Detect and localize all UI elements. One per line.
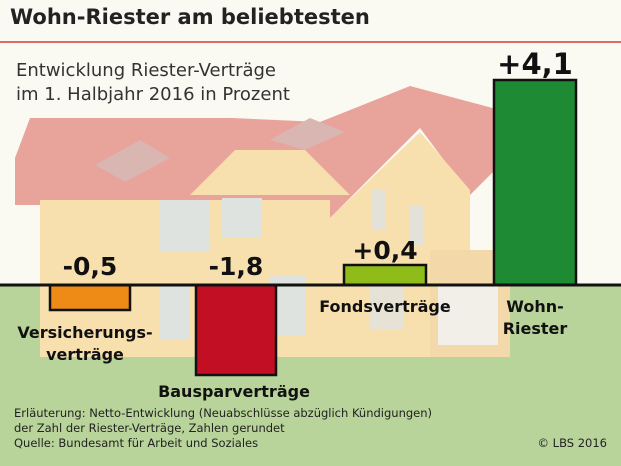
window-lower-3 (370, 285, 404, 330)
bar-2 (194, 283, 278, 377)
category-label-1: Versicherungs-verträge (17, 323, 152, 364)
chart-title: Wohn-Riester am beliebtesten (10, 5, 370, 29)
category-label-4: Wohn-Riester (503, 297, 568, 338)
value-label-2: -1,8 (209, 252, 264, 281)
house-gable (190, 150, 350, 195)
window-upper-1 (160, 200, 210, 252)
footnote-line1: Erläuterung: Netto-Entwicklung (Neuabsch… (14, 406, 433, 420)
footnote-line3: Quelle: Bundesamt für Arbeit und Soziale… (14, 436, 259, 450)
value-label-1: -0,5 (63, 252, 118, 281)
window-upper-2 (222, 198, 262, 238)
label-group: -0,5 -1,8 +0,4 +4,1 Versicherungs-verträge Ba… (17, 47, 572, 401)
footnote-line2: der Zahl der Riester-Verträge, Zahlen ge… (14, 421, 285, 435)
window-lower-1 (160, 285, 190, 340)
category-label-2: Bausparverträge (158, 382, 310, 401)
bar-3 (342, 263, 428, 287)
skylight-1 (95, 140, 170, 182)
chart-subtitle-line1: Entwicklung Riester-Verträge (16, 60, 277, 81)
window-upper-3 (372, 190, 386, 230)
window-upper-4 (410, 205, 424, 245)
garage-door (438, 285, 498, 345)
bar-4 (492, 78, 578, 287)
bar-1 (48, 283, 132, 312)
skylight-2 (270, 118, 345, 150)
house-wall-right (330, 132, 470, 285)
value-label-3: +0,4 (352, 236, 417, 265)
category-label-3: Fondsverträge (319, 297, 451, 316)
bar-group (48, 78, 578, 377)
house-illustration (0, 86, 621, 466)
copyright: © LBS 2016 (537, 436, 607, 450)
chart-subtitle-line2: im 1. Halbjahr 2016 in Prozent (16, 84, 290, 105)
value-label-4: +4,1 (497, 47, 573, 81)
